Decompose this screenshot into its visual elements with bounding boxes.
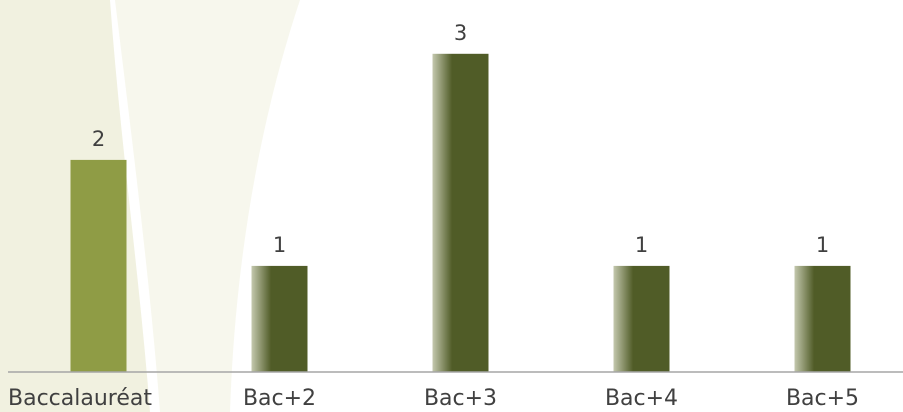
bar-bac-2 bbox=[251, 265, 308, 372]
bar-bac-3 bbox=[432, 53, 489, 373]
data-label: 1 bbox=[816, 233, 829, 257]
bar-bac-5 bbox=[794, 265, 851, 372]
bar-baccalaur-at bbox=[70, 159, 127, 372]
category-labels: Baccalauréat Bac+2 Bac+3 Bac+4 Bac+5 bbox=[8, 386, 859, 411]
data-label: 3 bbox=[454, 21, 467, 45]
x-tick-label: Bac+4 bbox=[605, 386, 678, 411]
x-tick-label: Bac+2 bbox=[243, 386, 316, 411]
bar-bac-4 bbox=[613, 265, 670, 372]
background-stripe bbox=[115, 0, 300, 412]
x-tick-label: Bac+3 bbox=[424, 386, 497, 411]
data-label: 1 bbox=[635, 233, 648, 257]
bars: 2 1 3 1 1 bbox=[70, 21, 851, 373]
data-label: 2 bbox=[92, 127, 105, 151]
x-tick-label: Bac+5 bbox=[786, 386, 859, 411]
x-tick-label: Baccalauréat bbox=[8, 386, 152, 411]
data-label: 1 bbox=[273, 233, 286, 257]
